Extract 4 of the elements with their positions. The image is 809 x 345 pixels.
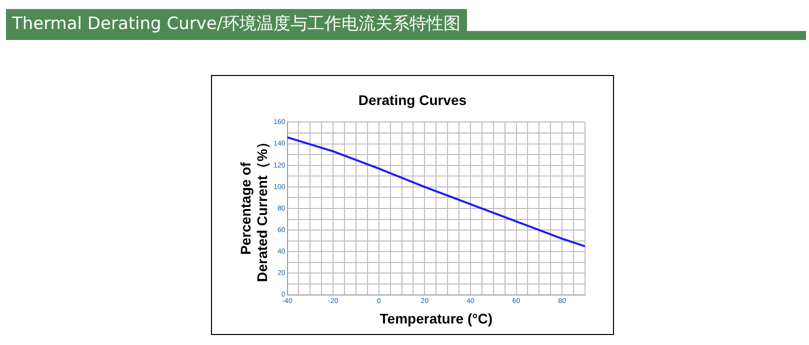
- x-axis-title: Temperature (°C): [380, 310, 492, 326]
- chart-subtitle: Derating Curves: [357, 92, 468, 108]
- chart-title: Thermal Derating Curve/环境温度与工作电流关系特性图: [6, 9, 467, 40]
- y-axis-title: Percentage of Derated Current（%）: [237, 134, 270, 282]
